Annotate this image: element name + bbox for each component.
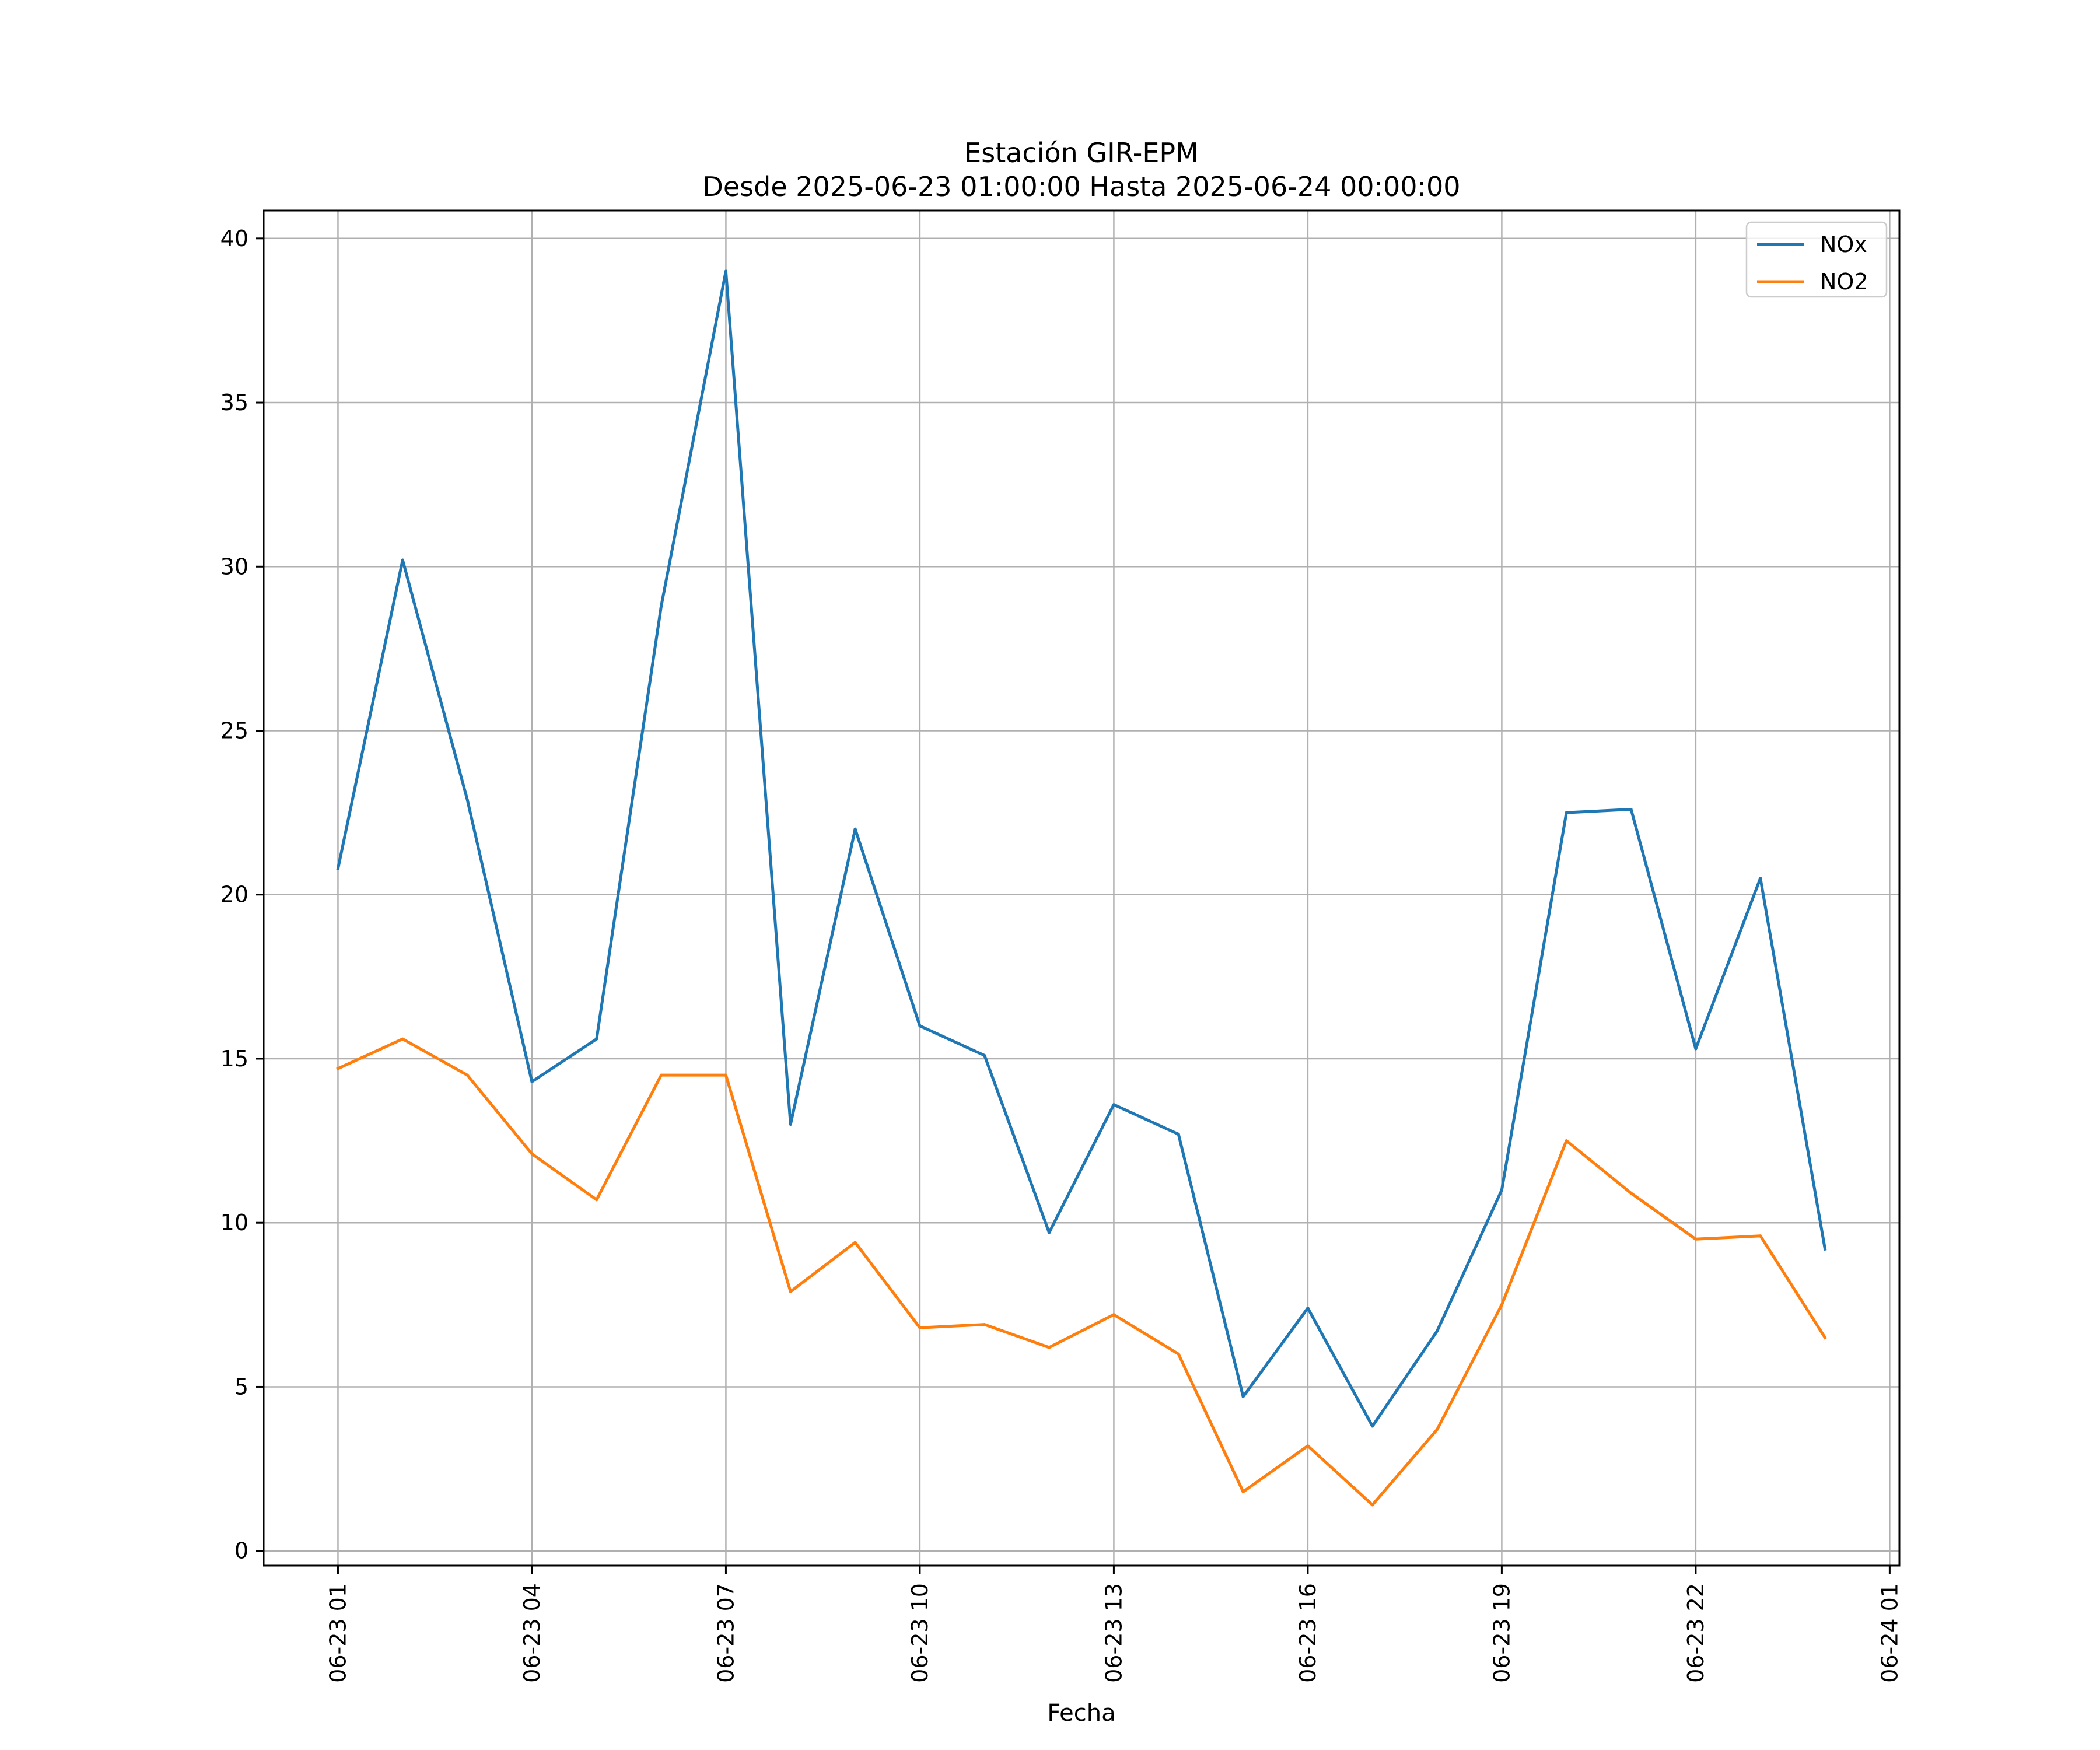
x-tick-label: 06-23 19 bbox=[1489, 1583, 1514, 1683]
data-point bbox=[401, 558, 404, 562]
series-line-no2 bbox=[336, 1037, 1827, 1507]
x-tick-label: 06-23 07 bbox=[713, 1583, 738, 1683]
data-point bbox=[530, 1152, 534, 1156]
data-point bbox=[595, 1198, 598, 1202]
data-point bbox=[1629, 808, 1633, 811]
data-point bbox=[1500, 1303, 1503, 1307]
data-point bbox=[1306, 1306, 1310, 1310]
series-nox bbox=[336, 270, 1827, 1428]
data-point bbox=[336, 1067, 340, 1070]
y-tick-label: 0 bbox=[235, 1538, 249, 1564]
data-point bbox=[466, 1073, 469, 1077]
x-tick-label: 06-23 10 bbox=[907, 1583, 933, 1683]
series-lines bbox=[336, 270, 1827, 1507]
data-point bbox=[1824, 1247, 1827, 1251]
x-tick-label: 06-24 01 bbox=[1877, 1583, 1902, 1683]
x-tick-label: 06-23 01 bbox=[325, 1583, 351, 1683]
chart-title: Estación GIR-EPM bbox=[964, 137, 1199, 169]
data-point bbox=[1759, 1234, 1762, 1238]
data-point bbox=[1371, 1503, 1374, 1507]
data-point bbox=[336, 867, 340, 870]
x-tick-label: 06-23 22 bbox=[1683, 1583, 1709, 1683]
y-tick-label: 10 bbox=[220, 1210, 249, 1236]
y-tick-label: 40 bbox=[220, 226, 249, 251]
x-tick-label: 06-23 13 bbox=[1101, 1583, 1126, 1683]
data-point bbox=[595, 1037, 598, 1041]
data-point bbox=[660, 604, 663, 608]
data-point bbox=[1371, 1424, 1374, 1428]
data-point bbox=[1500, 1188, 1503, 1192]
data-point bbox=[1759, 877, 1762, 880]
y-tick-label: 30 bbox=[220, 554, 249, 579]
y-tick-label: 35 bbox=[220, 390, 249, 415]
data-point bbox=[983, 1054, 986, 1057]
y-tick-label: 5 bbox=[235, 1374, 249, 1399]
legend-frame bbox=[1745, 221, 1888, 298]
data-point bbox=[1241, 1490, 1245, 1493]
y-tick-label: 15 bbox=[220, 1046, 249, 1072]
x-tick-label: 06-23 04 bbox=[519, 1583, 545, 1683]
data-point bbox=[530, 1080, 534, 1083]
data-point bbox=[1564, 1139, 1568, 1143]
y-axis-ticks: 0 5 10 15 20 25 30 35 40 bbox=[220, 226, 264, 1564]
data-point bbox=[853, 827, 857, 831]
y-tick-label: 20 bbox=[220, 882, 249, 908]
y-tick-label: 25 bbox=[220, 718, 249, 744]
data-point bbox=[1436, 1428, 1439, 1432]
data-point bbox=[1048, 1346, 1051, 1349]
data-point bbox=[1436, 1329, 1439, 1333]
data-point bbox=[1177, 1132, 1180, 1136]
data-point bbox=[1112, 1313, 1115, 1317]
data-point bbox=[724, 270, 727, 273]
data-point bbox=[789, 1290, 792, 1293]
x-axis-ticks: 06-23 01 06-23 04 06-23 07 06-23 10 06-23 13… bbox=[325, 1566, 1902, 1683]
data-point bbox=[983, 1323, 986, 1326]
data-point bbox=[1694, 1047, 1698, 1051]
data-point bbox=[1112, 1103, 1115, 1107]
data-point bbox=[789, 1122, 792, 1126]
plot-frame bbox=[262, 209, 1901, 1567]
data-point bbox=[660, 1073, 663, 1077]
data-point bbox=[724, 1073, 727, 1077]
data-point bbox=[853, 1241, 857, 1244]
legend-label: NOx bbox=[1820, 232, 1867, 257]
grid bbox=[264, 211, 1899, 1566]
data-point bbox=[1629, 1192, 1633, 1195]
legend-label: NO2 bbox=[1820, 269, 1868, 295]
data-point bbox=[1694, 1237, 1698, 1241]
data-point bbox=[401, 1037, 404, 1041]
data-point bbox=[1177, 1352, 1180, 1356]
series-no2 bbox=[336, 1037, 1827, 1507]
chart-subtitle: Desde 2025-06-23 01:00:00 Hasta 2025-06-… bbox=[702, 171, 1460, 202]
data-point bbox=[466, 798, 469, 802]
data-point bbox=[918, 1024, 922, 1028]
data-point bbox=[1241, 1395, 1245, 1398]
series-line-nox bbox=[336, 270, 1827, 1428]
x-axis-label: Fecha bbox=[1047, 1700, 1115, 1727]
data-point bbox=[1048, 1231, 1051, 1234]
data-point bbox=[1824, 1336, 1827, 1339]
x-tick-label: 06-23 16 bbox=[1295, 1583, 1321, 1683]
data-point bbox=[1564, 811, 1568, 814]
data-point bbox=[918, 1326, 922, 1329]
legend: NOx NO2 bbox=[1745, 221, 1888, 298]
data-point bbox=[1306, 1444, 1310, 1448]
